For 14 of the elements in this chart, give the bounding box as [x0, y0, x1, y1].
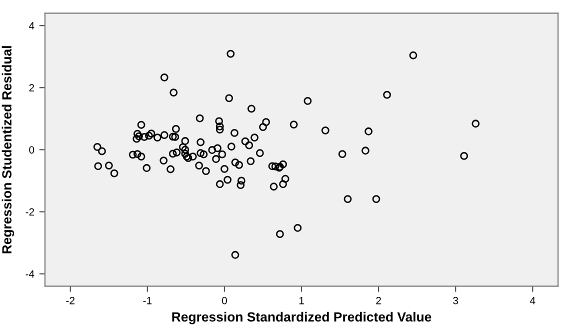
- y-axis-title: Regression Studentized Residual: [2, 46, 14, 254]
- y-tick-label: 4: [28, 22, 34, 30]
- x-tick-label: -1: [143, 297, 152, 304]
- x-tick-label: 3: [453, 296, 458, 304]
- x-tick-label: 2: [376, 296, 381, 304]
- x-tick-label: -2: [66, 296, 74, 304]
- y-tick-label: 2: [29, 84, 34, 92]
- x-tick-label: 0: [222, 296, 227, 304]
- y-tick-label: 0: [29, 146, 34, 154]
- x-axis-title: Regression Standardized Predicted Value: [172, 312, 432, 324]
- x-tick-label: 4: [530, 297, 536, 304]
- y-tick-label: -4: [26, 270, 34, 278]
- x-tick-label: 1: [299, 297, 304, 304]
- y-tick-label: -2: [26, 208, 34, 216]
